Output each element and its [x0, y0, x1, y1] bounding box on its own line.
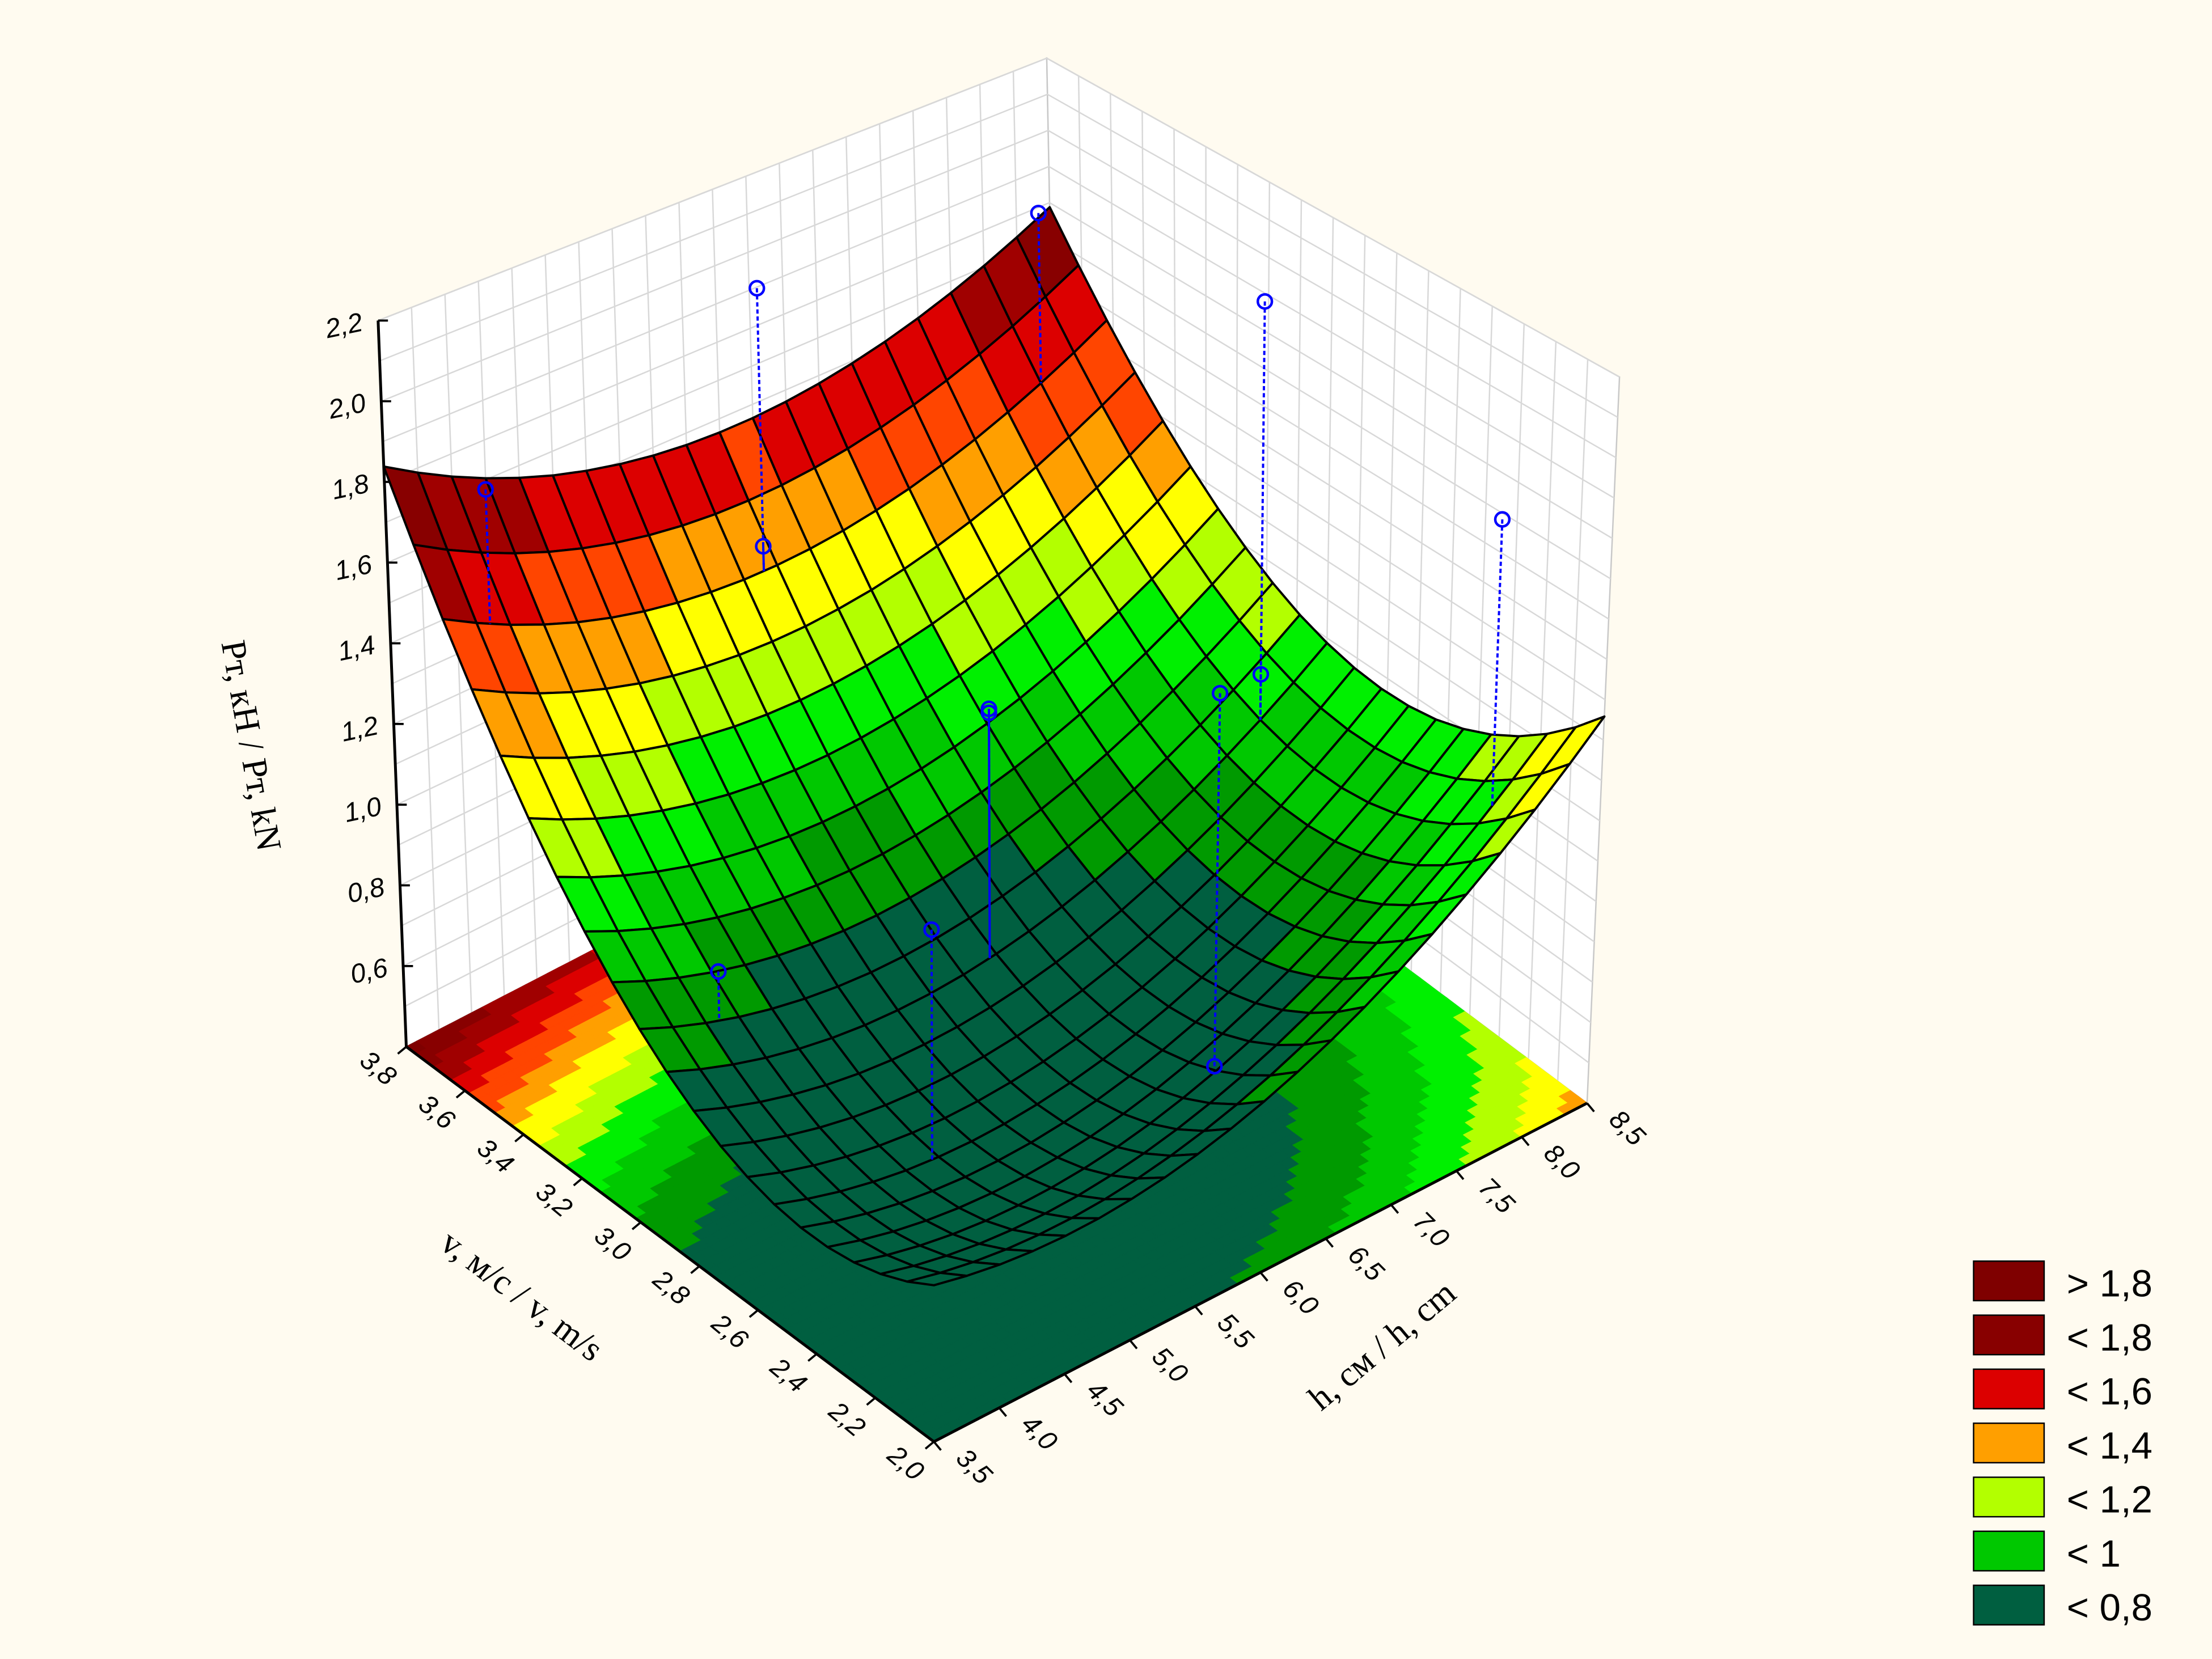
x-axis-line [933, 1102, 1588, 1443]
y-tick [455, 1090, 466, 1099]
y-tick [573, 1177, 583, 1187]
x-tick [933, 1441, 942, 1451]
z-axis-line [377, 320, 408, 1047]
observations [477, 205, 1511, 1160]
legend-label: > 1,8 [2067, 1262, 2152, 1305]
legend-swatch [1973, 1314, 2045, 1356]
legend-label: < 0,8 [2067, 1586, 2152, 1629]
observation-point [980, 704, 997, 721]
y-tick [690, 1265, 700, 1275]
legend-swatch [1973, 1584, 2045, 1626]
observation-point [477, 481, 494, 498]
x-tick [1063, 1373, 1073, 1383]
observation-dropline [762, 546, 765, 572]
y-tick [397, 1046, 407, 1055]
gridline [378, 57, 1620, 378]
legend-label: < 1,4 [2067, 1424, 2152, 1467]
axes [377, 319, 1595, 1451]
observation-point [923, 921, 940, 938]
x-tick [1325, 1238, 1334, 1248]
observation-point [1494, 511, 1511, 528]
observation-dropline [1037, 213, 1042, 383]
x-tick [1456, 1170, 1465, 1180]
legend-label: < 1,8 [2067, 1317, 2152, 1359]
observation-dropline [755, 288, 765, 572]
y-tick [924, 1441, 935, 1450]
observation-dropline [1259, 301, 1266, 720]
x-tick [1390, 1204, 1399, 1214]
legend: > 1,8 < 1,8 < 1,6 < 1,4 < 1,2 < 1 < 0,8 [1973, 1260, 2152, 1629]
y-tick [866, 1396, 876, 1406]
legend-swatch [1973, 1422, 2045, 1464]
y-tick [807, 1353, 818, 1362]
legend-swatch [1973, 1368, 2045, 1410]
legend-swatch [1973, 1476, 2045, 1518]
x-tick [1194, 1305, 1203, 1316]
legend-label: < 1 [2067, 1533, 2121, 1575]
y-axis-line [405, 1046, 935, 1443]
x-tick [1586, 1102, 1595, 1112]
gridline [384, 201, 1613, 539]
x-tick [1129, 1339, 1138, 1349]
gridline [380, 129, 1617, 459]
y-tick [748, 1309, 759, 1318]
surface-cell [906, 1271, 968, 1286]
observation-dropline [1213, 1004, 1217, 1066]
observation-point [1252, 666, 1270, 683]
x-tick [1259, 1272, 1268, 1282]
observation-point [1211, 684, 1229, 702]
x-tick [1521, 1136, 1530, 1146]
observation-dropline [1214, 693, 1221, 1005]
y-tick [514, 1133, 525, 1142]
observation-point [748, 280, 765, 297]
surface-mesh [382, 206, 1606, 1286]
observation-point [710, 963, 727, 980]
x-tick [998, 1407, 1008, 1417]
legend-swatch [1973, 1530, 2045, 1572]
y-tick [631, 1221, 642, 1230]
observation-dropline [484, 489, 492, 624]
observation-point [1256, 293, 1274, 310]
observation-dropline [1491, 519, 1504, 806]
observation-point [1030, 205, 1047, 222]
observation-point [755, 538, 772, 555]
gridline [382, 166, 1615, 499]
legend-label: < 1,6 [2067, 1370, 2152, 1413]
legend-swatch [1973, 1260, 2045, 1302]
legend-label: < 1,2 [2067, 1479, 2152, 1521]
gridline [379, 93, 1618, 418]
observation-point [1206, 1057, 1223, 1075]
